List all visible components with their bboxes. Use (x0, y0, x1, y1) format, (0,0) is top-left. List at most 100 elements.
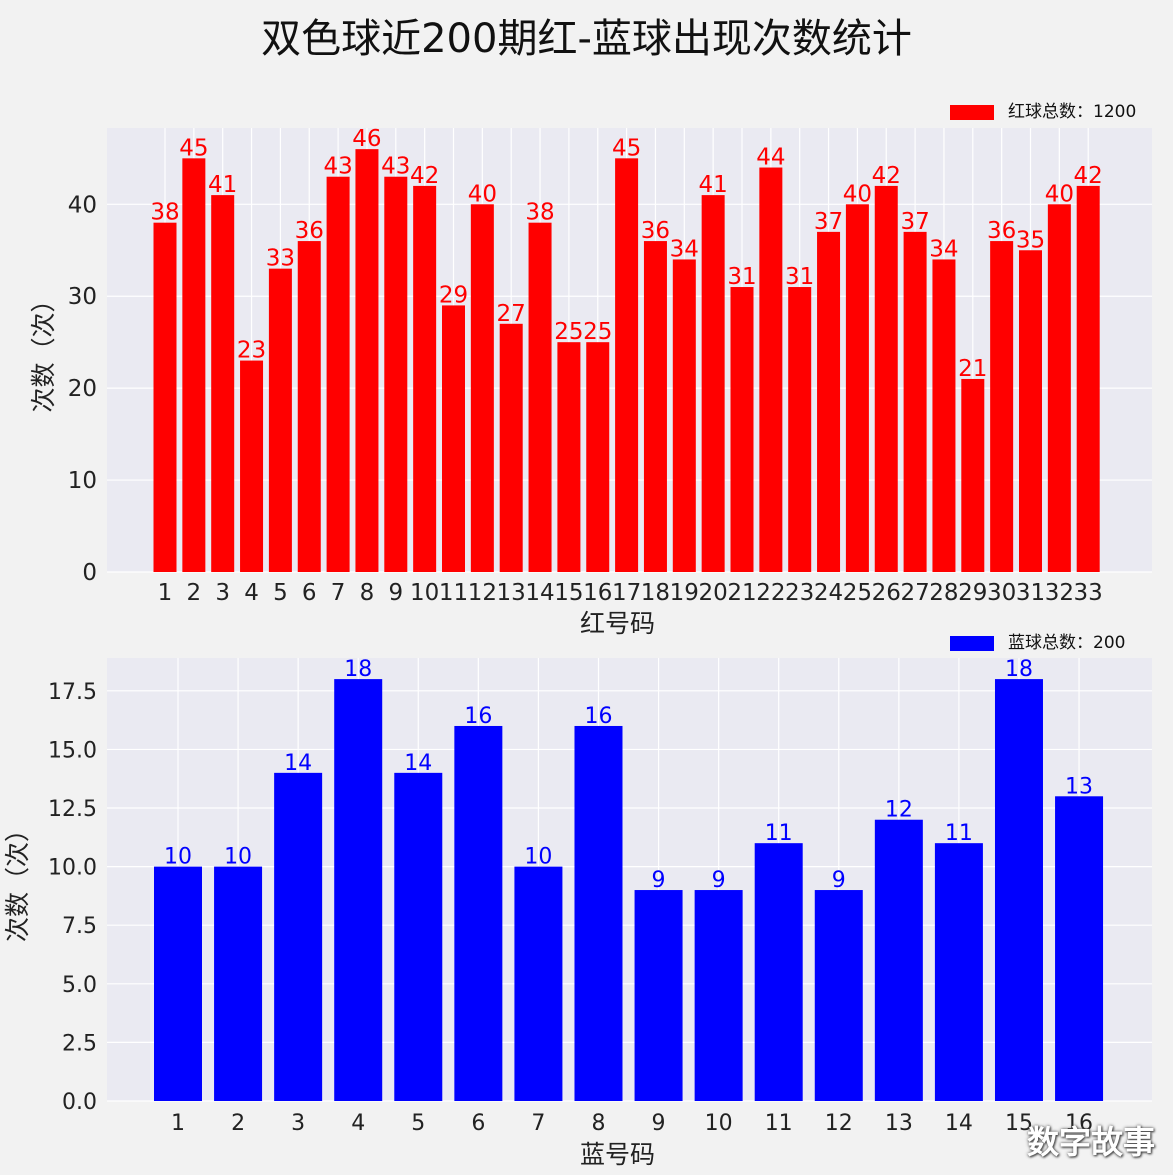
blue-value-label: 12 (885, 798, 913, 823)
red-bar (1076, 185, 1100, 573)
red-x-tick-label: 30 (987, 580, 1016, 606)
legend-blue-swatch (950, 635, 994, 651)
red-x-tick-label: 14 (525, 580, 554, 606)
red-x-axis-title: 红号码 (580, 609, 655, 638)
red-bar (1019, 250, 1042, 572)
red-x-tick-label: 9 (388, 580, 403, 606)
blue-value-label: 9 (712, 868, 726, 893)
chart-title: 双色球近200期红-蓝球出现次数统计 (261, 16, 912, 62)
red-value-label: 41 (208, 172, 237, 198)
red-bar (903, 231, 927, 572)
blue-bar (1055, 796, 1104, 1101)
blue-bar (934, 843, 983, 1101)
red-bar (817, 231, 841, 572)
blue-bar (814, 890, 863, 1101)
legend-blue: 蓝球总数：200 (950, 628, 1125, 653)
red-y-tick-label: 10 (68, 468, 97, 494)
blue-x-tick-label: 4 (351, 1111, 365, 1136)
red-x-tick-label: 4 (244, 580, 259, 606)
red-bar (586, 342, 610, 572)
red-bar (211, 195, 235, 572)
blue-value-label: 9 (832, 868, 846, 893)
red-x-tick-label: 24 (814, 580, 843, 606)
red-x-tick-label: 33 (1074, 580, 1103, 606)
red-bar (990, 241, 1014, 572)
blue-x-tick-label: 5 (411, 1111, 425, 1136)
blue-value-label: 14 (284, 751, 312, 776)
blue-bar (394, 772, 443, 1101)
red-x-tick-label: 8 (360, 580, 375, 606)
red-bar (557, 342, 581, 572)
red-bar (845, 204, 869, 572)
blue-x-tick-label: 2 (231, 1111, 245, 1136)
red-value-label: 34 (670, 236, 699, 262)
watermark: 数字故事 (1026, 1123, 1155, 1161)
red-x-tick-label: 12 (468, 580, 497, 606)
blue-bar (214, 866, 263, 1101)
red-value-label: 25 (583, 319, 612, 345)
red-value-label: 33 (266, 246, 295, 272)
red-bar (326, 176, 350, 572)
red-x-tick-label: 16 (583, 580, 612, 606)
blue-value-label: 16 (584, 704, 612, 729)
red-bar (932, 259, 956, 572)
blue-x-tick-label: 12 (825, 1111, 853, 1136)
red-value-label: 23 (237, 338, 266, 364)
blue-x-tick-label: 14 (945, 1111, 973, 1136)
red-y-axis-title: 次数（次） (29, 287, 58, 412)
red-value-label: 43 (381, 154, 410, 180)
blue-value-label: 16 (464, 704, 492, 729)
red-value-label: 34 (929, 236, 958, 262)
red-value-label: 42 (410, 163, 439, 189)
blue-x-tick-label: 9 (652, 1111, 666, 1136)
blue-x-tick-label: 6 (471, 1111, 485, 1136)
blue-bar (334, 679, 383, 1101)
red-value-label: 25 (554, 319, 583, 345)
blue-y-tick-label: 7.5 (62, 914, 97, 939)
red-x-tick-label: 25 (843, 580, 872, 606)
blue-bar (154, 866, 202, 1101)
blue-value-label: 18 (1005, 657, 1033, 682)
red-bar (355, 149, 379, 572)
red-bar (413, 185, 437, 573)
blue-bar (514, 866, 563, 1101)
red-value-label: 31 (727, 264, 756, 290)
red-bar (528, 222, 552, 572)
red-y-tick-label: 20 (68, 376, 97, 402)
blue-value-label: 13 (1065, 774, 1093, 799)
blue-y-tick-label: 0.0 (62, 1090, 97, 1115)
blue-y-tick-label: 10.0 (48, 856, 97, 881)
red-x-tick-label: 21 (727, 580, 756, 606)
blue-bar (274, 772, 323, 1101)
blue-value-label: 10 (224, 845, 252, 870)
blue-x-tick-label: 7 (531, 1111, 545, 1136)
red-x-tick-label: 3 (215, 580, 230, 606)
red-bar (730, 287, 754, 572)
blue-bar (634, 890, 683, 1101)
blue-x-tick-label: 3 (291, 1111, 305, 1136)
red-value-label: 45 (179, 135, 208, 161)
red-bar (240, 360, 264, 572)
red-y-tick-label: 0 (82, 560, 97, 586)
blue-value-label: 11 (945, 821, 973, 846)
blue-y-tick-label: 2.5 (62, 1031, 97, 1056)
red-x-tick-label: 2 (187, 580, 202, 606)
red-value-label: 27 (497, 301, 526, 327)
red-bar (759, 167, 783, 572)
red-value-label: 38 (525, 200, 554, 226)
red-value-label: 36 (295, 218, 324, 244)
blue-bar (874, 819, 923, 1101)
blue-bar (994, 679, 1043, 1101)
red-y-tick-label: 30 (68, 284, 97, 310)
blue-x-tick-label: 16 (1065, 1111, 1093, 1136)
red-bar (182, 158, 206, 573)
red-bar (384, 176, 408, 572)
red-value-label: 37 (814, 209, 843, 235)
red-x-tick-label: 6 (302, 580, 317, 606)
blue-bar (574, 725, 623, 1101)
blue-value-label: 10 (164, 845, 192, 870)
red-value-label: 40 (468, 181, 497, 207)
red-bar (615, 158, 639, 573)
red-value-label: 29 (439, 282, 468, 308)
